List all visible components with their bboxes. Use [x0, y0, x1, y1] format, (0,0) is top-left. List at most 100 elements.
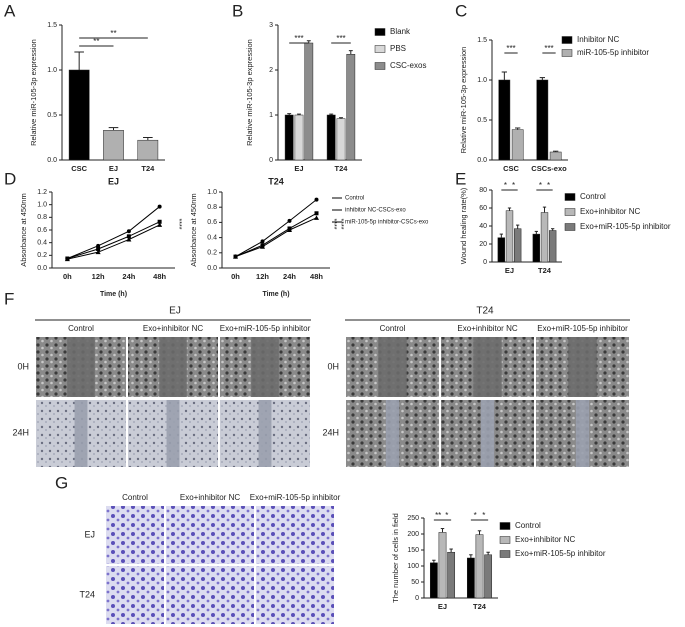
point	[314, 197, 319, 202]
x-tick-label: T24	[335, 164, 349, 173]
legend-swatch	[564, 208, 576, 216]
panel-letter: D	[4, 169, 16, 188]
legend-label: PBS	[390, 44, 406, 53]
wound-gap	[568, 337, 597, 397]
point	[96, 243, 101, 248]
bar	[438, 532, 447, 599]
group-title: EJ	[169, 306, 181, 317]
bar	[540, 212, 549, 263]
x-tick-label: 12h	[92, 272, 105, 281]
point	[126, 237, 132, 242]
y-tick-label: 150	[407, 547, 419, 554]
point	[314, 215, 319, 220]
legend-label: miR-105-5p inhibitor-CSCs-exo	[345, 220, 429, 226]
legend-swatch	[374, 28, 386, 36]
y-tick-label: 250	[407, 515, 419, 522]
column-label: Exo+inhibitor NC	[143, 324, 203, 333]
point	[157, 222, 163, 227]
series-line	[67, 221, 160, 259]
series-line	[235, 217, 317, 258]
y-tick-label: 20	[479, 241, 487, 248]
bar	[475, 534, 484, 599]
y-axis-label: Relative miR-105-3p expression	[459, 47, 468, 154]
wound-gap	[67, 337, 95, 397]
group-title: T24	[476, 306, 494, 317]
panel-letter: A	[4, 1, 16, 20]
panel-letter: B	[232, 1, 243, 20]
legend-label: CSC-exos	[390, 61, 426, 70]
x-tick-label: T24	[473, 602, 487, 611]
panel-letter: E	[455, 169, 466, 188]
significance-label: ***	[544, 44, 553, 53]
micrograph	[106, 566, 164, 624]
significance-label: ****	[175, 219, 182, 230]
y-tick-label: 0.4	[37, 240, 47, 247]
significance-label: *	[504, 181, 507, 190]
point	[64, 256, 70, 262]
y-tick-label: 80	[479, 187, 487, 194]
x-axis-label: Time (h)	[262, 291, 289, 298]
point	[314, 211, 319, 216]
y-tick-label: 0.5	[47, 112, 57, 119]
x-tick-label: CSCs-exo	[531, 164, 567, 173]
bar	[336, 118, 346, 161]
point	[260, 239, 265, 244]
y-tick-label: 200	[407, 531, 419, 538]
column-label: Exo+miR-105-5p inhibitor	[250, 493, 341, 502]
y-tick-label: 0	[269, 157, 273, 164]
bar	[498, 79, 511, 161]
y-tick-label: 0.4	[207, 234, 217, 241]
x-tick-label: T24	[538, 266, 552, 275]
significance-label: **	[93, 37, 99, 46]
micrograph	[166, 566, 254, 624]
bar	[505, 210, 514, 263]
row-label: 0H	[17, 361, 29, 371]
legend-swatch	[561, 49, 573, 57]
y-tick-label: 50	[411, 579, 419, 586]
x-tick-label: EJ	[505, 266, 514, 275]
wound-gap	[159, 337, 187, 397]
significance-label: ***	[336, 34, 345, 43]
wound-gap	[258, 400, 272, 467]
legend-swatch	[374, 45, 386, 53]
significance-label: *	[474, 511, 477, 520]
point	[287, 227, 292, 232]
significance-label: *	[482, 511, 485, 520]
micrograph	[256, 566, 334, 624]
y-tick-label: 0.6	[37, 227, 47, 234]
x-tick-label: CSC	[503, 164, 519, 173]
y-tick-label: 1	[269, 112, 273, 119]
legend-label: Inhibitor NC	[577, 35, 619, 44]
significance-label: *	[547, 181, 550, 190]
bar	[548, 230, 557, 263]
y-tick-label: 0	[415, 595, 419, 602]
y-axis-label: Relative miR-105-3p expression	[245, 39, 254, 146]
bar	[549, 151, 562, 161]
series-line	[235, 199, 317, 258]
y-tick-label: 1.0	[37, 202, 47, 209]
y-tick-label: 0.2	[37, 252, 47, 259]
bar	[304, 42, 314, 161]
series-line	[67, 224, 160, 260]
point	[95, 249, 101, 255]
y-tick-label: 0.2	[207, 250, 217, 257]
bar	[484, 554, 493, 599]
significance-label: **	[110, 29, 116, 38]
micrograph	[166, 506, 254, 564]
bar	[497, 237, 506, 263]
row-label: 24H	[12, 427, 29, 437]
legend-swatch	[564, 193, 576, 201]
bar	[284, 114, 294, 161]
y-axis-label: Absorbance at 450nm	[189, 193, 198, 266]
wound-gap	[166, 400, 180, 467]
x-tick-label: 24h	[283, 272, 296, 281]
legend-label: Exo+inhibitor NC	[515, 535, 575, 544]
significance-label: ****	[337, 219, 344, 230]
y-tick-label: 0.6	[207, 219, 217, 226]
micrograph	[106, 506, 164, 564]
point	[126, 234, 131, 239]
point	[96, 247, 101, 251]
legend-label: inhibitor NC-CSCs-exo	[345, 208, 406, 214]
x-tick-label: EJ	[109, 164, 118, 173]
x-tick-label: CSC	[71, 164, 87, 173]
